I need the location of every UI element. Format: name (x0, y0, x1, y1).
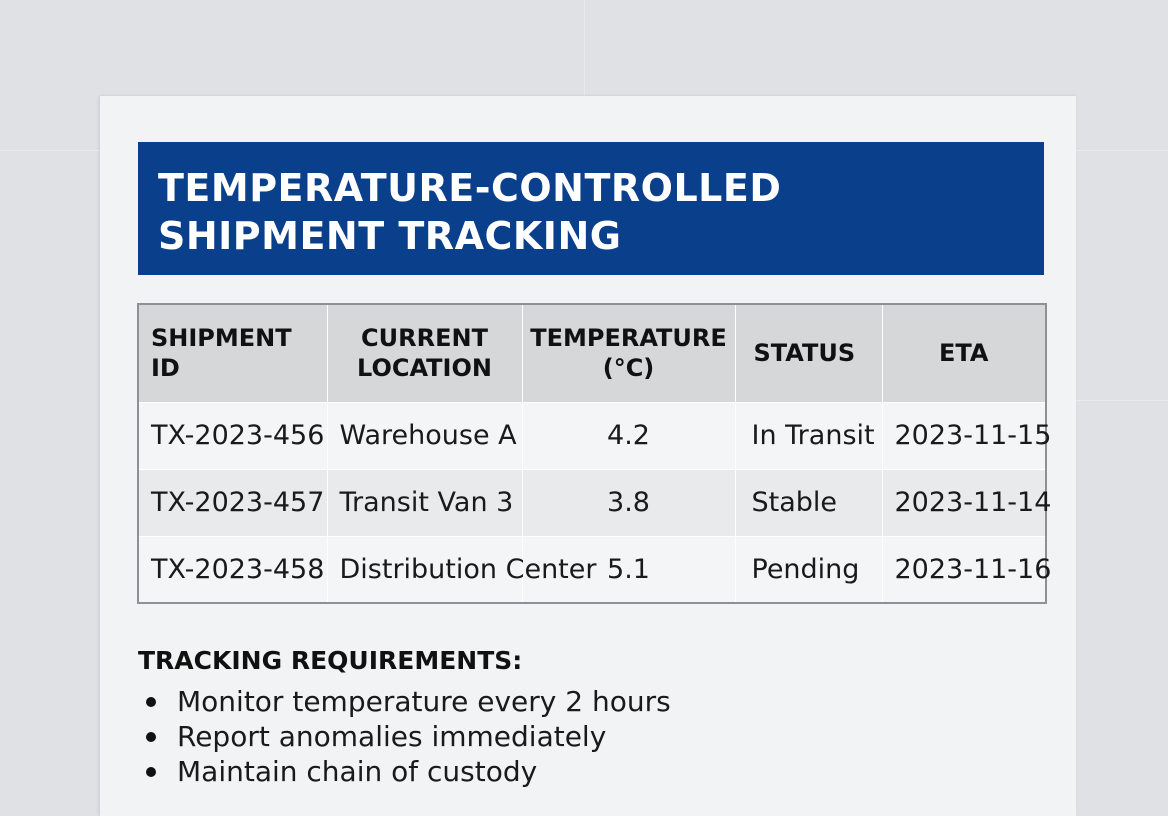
requirement-text: Monitor temperature every 2 hours (177, 685, 671, 718)
bullet-icon (146, 767, 156, 777)
header-location-line-2: LOCATION (357, 354, 492, 383)
header-temperature-line-2: (°C) (602, 354, 655, 383)
cell-temperature: 3.8 (521, 468, 736, 537)
document-page: TEMPERATURE-CONTROLLED SHIPMENT TRACKING… (100, 96, 1076, 816)
cell-status: Pending (734, 535, 883, 604)
header-status: STATUS (734, 303, 883, 403)
cell-shipment-id: TX-2023-456 (137, 401, 328, 470)
cell-temperature: 5.1 (521, 535, 736, 604)
document-title-line-1: TEMPERATURE-CONTROLLED (158, 166, 782, 210)
cell-eta: 2023-11-16 (881, 535, 1051, 604)
bullet-icon (146, 697, 156, 707)
shipments-table: SHIPMENT ID CURRENT LOCATION TEMPERATURE… (137, 303, 1051, 604)
cell-eta: 2023-11-15 (881, 401, 1051, 470)
cell-status: Stable (734, 468, 883, 537)
header-current-location: CURRENT LOCATION (326, 303, 523, 403)
table-row: TX-2023-456 Warehouse A 4.2 In Transit 2… (137, 401, 1051, 470)
cell-location: Distribution Center (326, 535, 596, 604)
backdrop-crease (1076, 400, 1168, 401)
document-title-line-2: SHIPMENT TRACKING (158, 214, 622, 258)
tracking-requirements: TRACKING REQUIREMENTS: Monitor temperatu… (138, 644, 1018, 789)
header-temperature-line-1: TEMPERATURE (530, 324, 727, 353)
cell-temperature: 4.2 (521, 401, 736, 470)
list-item: Maintain chain of custody (138, 754, 1018, 789)
table-row: TX-2023-457 Transit Van 3 3.8 Stable 202… (137, 468, 1051, 537)
header-location-line-1: CURRENT (361, 324, 488, 353)
backdrop-crease (0, 150, 100, 151)
requirements-list: Monitor temperature every 2 hours Report… (138, 684, 1018, 789)
table-header-row: SHIPMENT ID CURRENT LOCATION TEMPERATURE… (137, 303, 1047, 403)
list-item: Report anomalies immediately (138, 719, 1018, 754)
cell-shipment-id: TX-2023-458 (137, 535, 328, 604)
requirements-heading: TRACKING REQUIREMENTS: (138, 646, 523, 675)
header-eta: ETA (881, 303, 1047, 403)
header-shipment-id: SHIPMENT ID (137, 303, 328, 403)
header-temperature: TEMPERATURE (°C) (521, 303, 736, 403)
cell-eta: 2023-11-14 (881, 468, 1051, 537)
title-banner: TEMPERATURE-CONTROLLED SHIPMENT TRACKING (138, 142, 1044, 275)
backdrop-crease (1076, 150, 1168, 151)
backdrop-crease (584, 0, 585, 96)
bullet-icon (146, 732, 156, 742)
cell-status: In Transit (734, 401, 883, 470)
table-row: TX-2023-458 Distribution Center 5.1 Pend… (137, 535, 1051, 604)
requirement-text: Report anomalies immediately (177, 720, 607, 753)
cell-location: Warehouse A (326, 401, 523, 470)
cell-location: Transit Van 3 (326, 468, 523, 537)
cell-shipment-id: TX-2023-457 (137, 468, 328, 537)
requirement-text: Maintain chain of custody (177, 755, 538, 788)
list-item: Monitor temperature every 2 hours (138, 684, 1018, 719)
